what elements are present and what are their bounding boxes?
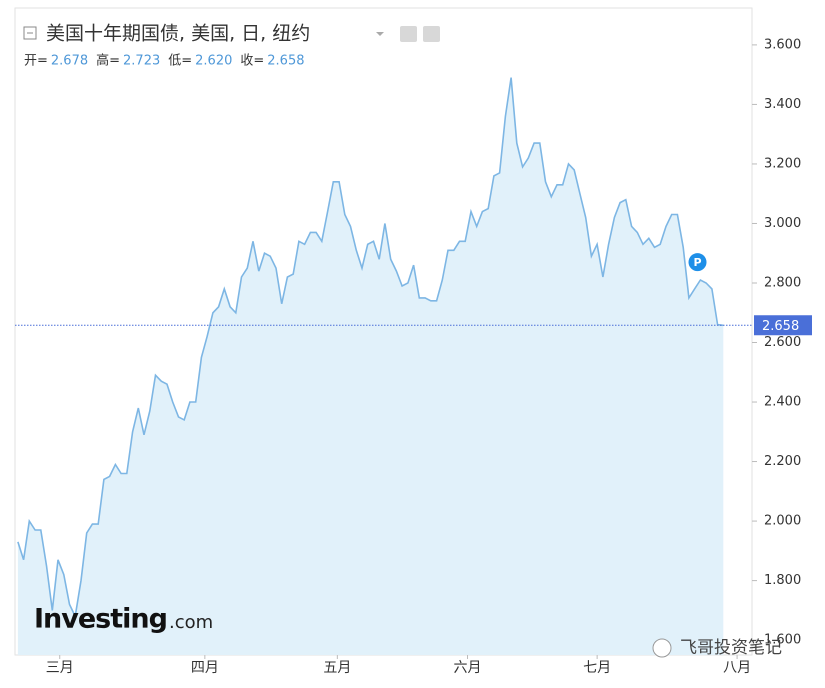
last-price-label: 2.658 <box>762 319 799 334</box>
settings-icon[interactable] <box>400 26 417 42</box>
ohlc-label: 高= <box>96 53 120 69</box>
x-tick-label: 六月 <box>454 660 482 676</box>
x-tick-label: 八月 <box>723 660 751 676</box>
y-tick-label: 2.400 <box>764 395 801 410</box>
y-tick-label: 3.200 <box>764 156 801 171</box>
y-tick-label: 3.600 <box>764 37 801 52</box>
marker-label: P <box>693 256 701 269</box>
y-tick-label: 2.600 <box>764 335 801 350</box>
ohlc-label: 开= <box>24 54 48 69</box>
y-tick-label: 3.000 <box>764 216 801 231</box>
marker <box>688 253 707 272</box>
ohlc-value: 2.723 <box>123 54 160 69</box>
ohlc-value: 2.620 <box>195 54 232 69</box>
y-tick-label: 3.400 <box>764 97 801 112</box>
ohlc-value: 2.678 <box>51 54 88 69</box>
y-tick-label: 1.600 <box>764 633 801 648</box>
x-tick-label: 四月 <box>191 660 219 676</box>
chart-title: 美国十年期国债, 美国, 日, 纽约 <box>46 23 310 45</box>
x-tick-label: 五月 <box>323 660 351 676</box>
y-tick-label: 1.800 <box>764 573 801 588</box>
watermark: 飞哥投资笔记 <box>680 638 782 658</box>
line <box>17 77 724 619</box>
title-dropdown[interactable] <box>376 32 384 36</box>
y-tick-label: 2.800 <box>764 275 801 290</box>
watermark-icon <box>652 638 672 658</box>
ohlc-value: 2.658 <box>267 54 304 69</box>
x-tick-label: 七月 <box>583 660 611 676</box>
area <box>17 77 724 656</box>
gear-icon[interactable] <box>423 26 440 42</box>
logo-suffix: .com <box>169 612 213 633</box>
ohlc-label: 低= <box>168 54 192 69</box>
y-tick-label: 2.200 <box>764 454 801 469</box>
y-tick-label: 2.000 <box>764 514 801 529</box>
collapse-icon[interactable] <box>23 26 37 40</box>
last-price-box <box>754 315 812 336</box>
ohlc-label: 收= <box>240 54 264 69</box>
logo: Investing <box>34 604 167 635</box>
x-tick-label: 三月 <box>46 660 74 676</box>
